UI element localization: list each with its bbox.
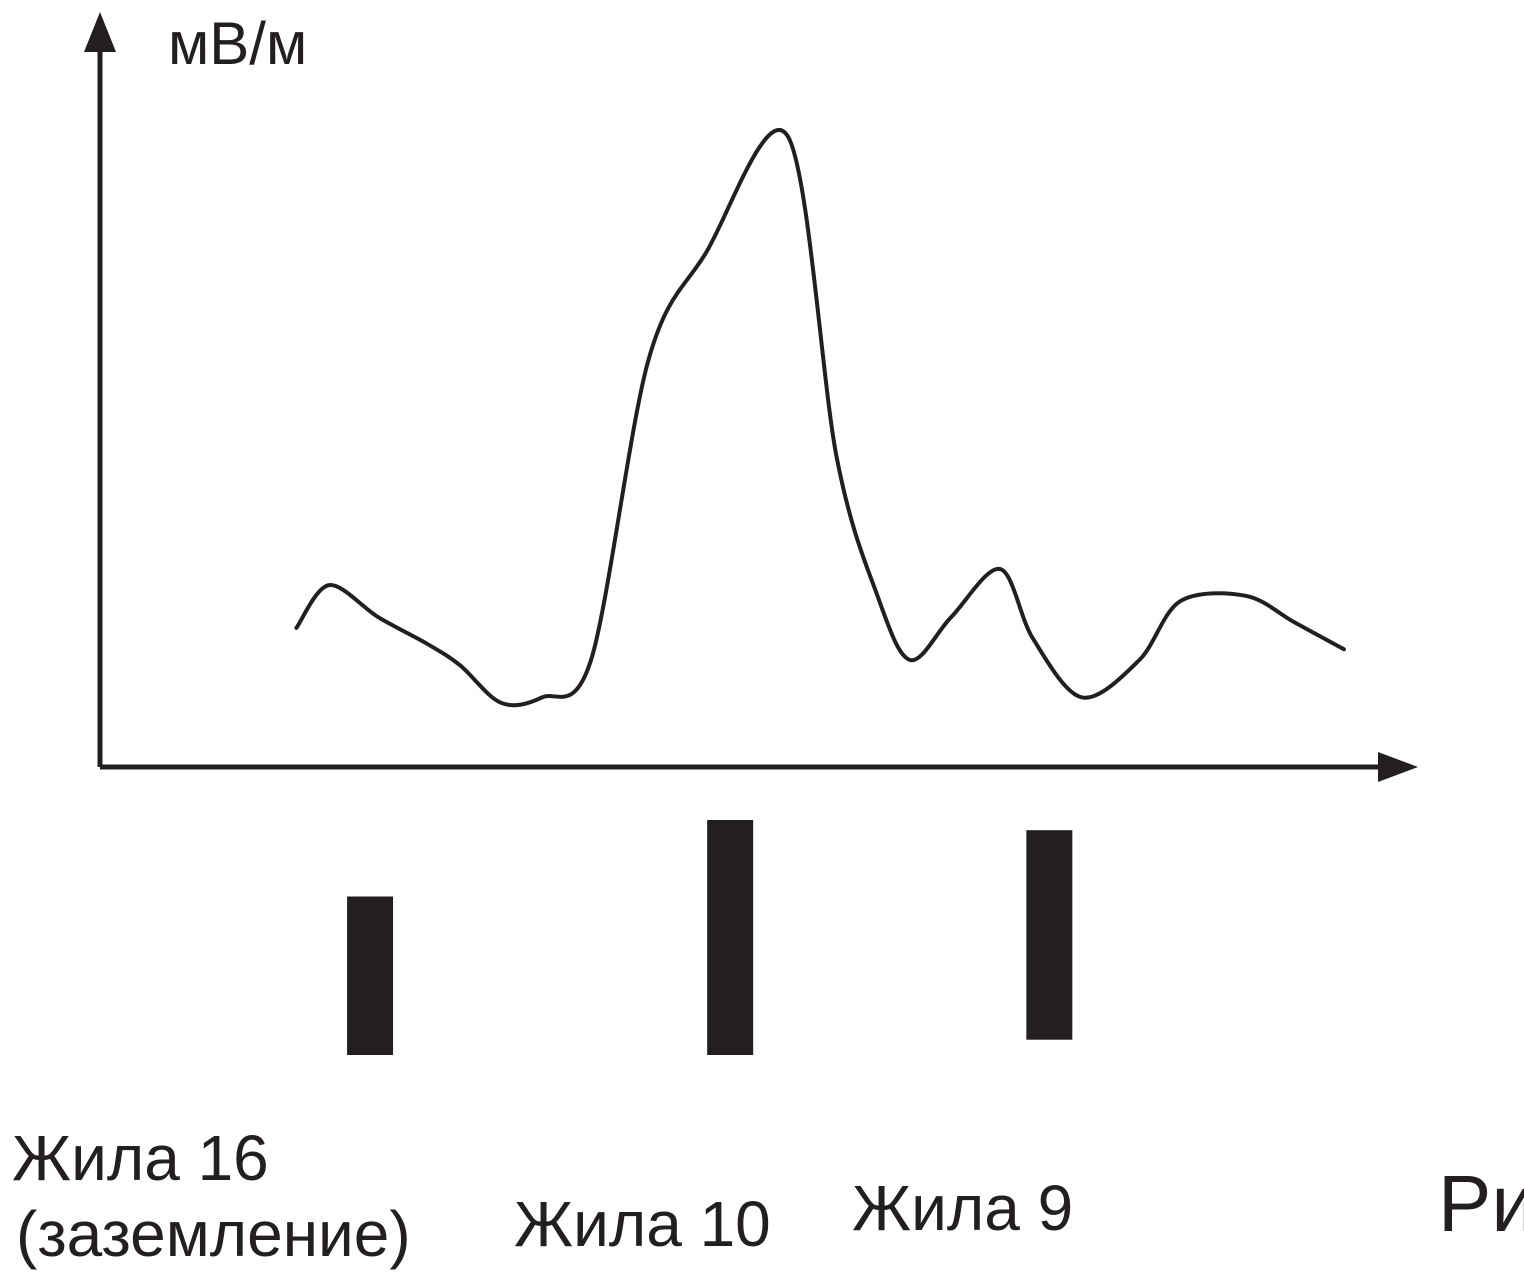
vein-markers	[347, 820, 1073, 1055]
vein-16-label: Жила 16	[12, 1122, 269, 1194]
vein-marker-bar-1	[707, 820, 754, 1055]
axes	[84, 12, 1418, 782]
x-axis-arrow	[1378, 752, 1418, 782]
y-axis-arrow	[84, 12, 116, 52]
vein-marker-bar-2	[1026, 830, 1073, 1040]
y-axis-label: мВ/м	[168, 10, 308, 77]
figure-caption: Ри	[1438, 1159, 1524, 1248]
vein-16-sublabel: (заземление)	[16, 1198, 411, 1270]
signal-curve	[294, 128, 1346, 708]
vein-marker-bar-0	[347, 896, 394, 1055]
vein-10-label: Жила 10	[514, 1188, 771, 1260]
vein-9-label: Жила 9	[852, 1172, 1074, 1244]
